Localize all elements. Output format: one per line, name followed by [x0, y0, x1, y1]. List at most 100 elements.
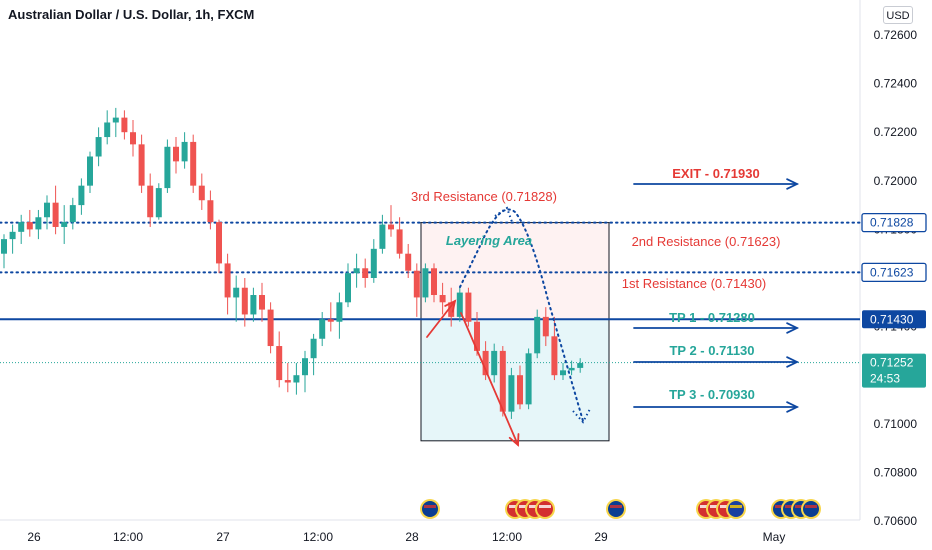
- candle-body: [267, 309, 274, 347]
- candle: [577, 358, 584, 373]
- event-flag-au: [420, 499, 440, 519]
- candle-body: [104, 122, 111, 138]
- tp3-label: TP 3 - 0.70930: [669, 387, 755, 402]
- candle-body: [517, 375, 523, 405]
- candle: [525, 348, 532, 410]
- candle-body: [164, 146, 171, 189]
- economic-events: [420, 499, 821, 519]
- price-tag-value: 0.71430: [870, 312, 914, 326]
- candle-body: [310, 338, 317, 359]
- candle-body: [181, 141, 188, 162]
- candle-body: [336, 302, 343, 322]
- candle: [465, 287, 472, 327]
- event-flag-stripe: [509, 505, 521, 508]
- countdown-timer: 24:53: [870, 372, 900, 386]
- tp2-arrow: [633, 356, 800, 368]
- exit-arrow: [633, 178, 800, 190]
- candle-body: [534, 316, 541, 354]
- candle: [293, 363, 300, 395]
- candle: [431, 263, 437, 303]
- candle-body: [224, 263, 231, 298]
- candle-body: [241, 287, 248, 315]
- candle: [345, 263, 351, 308]
- time-tick-label: 28: [405, 530, 419, 544]
- candle-body: [327, 319, 334, 322]
- candle: [482, 341, 489, 381]
- candle: [422, 263, 429, 303]
- candle: [1, 234, 7, 269]
- price-tag-solid: [862, 310, 926, 329]
- exit-arrow-head: [786, 178, 800, 190]
- event-flag-stripe: [519, 505, 531, 508]
- candle: [517, 365, 523, 410]
- candle: [362, 258, 369, 288]
- candle-body: [112, 117, 119, 123]
- candle-body: [388, 224, 394, 230]
- candle: [508, 367, 515, 419]
- candle-body: [207, 200, 214, 223]
- candle-body: [319, 319, 326, 339]
- candle-body: [482, 350, 489, 376]
- candles: [1, 107, 584, 419]
- candle: [379, 214, 386, 254]
- candle: [181, 132, 188, 169]
- candle: [250, 287, 257, 322]
- candle-body: [69, 205, 76, 223]
- candle-body: [9, 231, 16, 240]
- candle-body: [525, 353, 532, 405]
- event-flag-base: [803, 501, 819, 517]
- candle: [456, 287, 463, 322]
- candle-body: [190, 141, 197, 186]
- event-flag-au: [801, 499, 821, 519]
- candle-body: [465, 292, 472, 322]
- price-tick-label: 0.71000: [874, 417, 918, 431]
- candle: [35, 209, 42, 240]
- candle-body: [302, 358, 308, 376]
- currency-badge[interactable]: USD: [883, 6, 913, 24]
- time-axis[interactable]: 26 12:00 27 12:00 28 12:00 29 May: [27, 530, 785, 544]
- candle-body: [284, 380, 291, 383]
- drop-arrow: [460, 312, 520, 447]
- candle: [61, 205, 68, 244]
- candle-body: [250, 295, 257, 315]
- candle: [353, 253, 360, 288]
- time-tick-label: 12:00: [492, 530, 522, 544]
- price-tick-label: 0.70800: [874, 465, 918, 479]
- candle: [147, 173, 154, 227]
- candle-body: [216, 222, 222, 264]
- candle-body: [542, 316, 549, 337]
- current-price-tag: [862, 353, 926, 388]
- candle-body: [413, 270, 420, 298]
- candle: [18, 214, 25, 244]
- event-flag-stripe: [539, 505, 551, 508]
- candle: [164, 139, 171, 193]
- candle-body: [1, 239, 7, 254]
- candle: [173, 137, 179, 174]
- first-resistance-label: 1st Resistance (0.71430): [622, 276, 767, 291]
- price-tick-label: 0.72000: [874, 174, 918, 188]
- candle: [405, 243, 412, 278]
- candle-body: [130, 132, 136, 145]
- candle-body: [577, 363, 584, 368]
- candle: [155, 183, 162, 220]
- candle: [190, 134, 197, 193]
- event-flag-stripe: [424, 505, 436, 508]
- time-tick-label: 29: [594, 530, 608, 544]
- candle: [44, 195, 50, 230]
- candle-body: [379, 224, 386, 249]
- candle-body: [259, 295, 265, 310]
- candle-body: [147, 185, 154, 218]
- candle-body: [233, 287, 240, 298]
- time-tick-label: 26: [27, 530, 41, 544]
- candle-body: [52, 202, 59, 227]
- plot-area: [0, 0, 861, 521]
- candle: [233, 275, 240, 322]
- level-lines: [0, 221, 861, 364]
- event-flag-stripe: [610, 505, 622, 508]
- candle-body: [568, 367, 575, 371]
- time-tick-label: May: [763, 530, 786, 544]
- candle-body: [276, 346, 283, 381]
- event-flag-au: [606, 499, 626, 519]
- candle: [568, 360, 575, 376]
